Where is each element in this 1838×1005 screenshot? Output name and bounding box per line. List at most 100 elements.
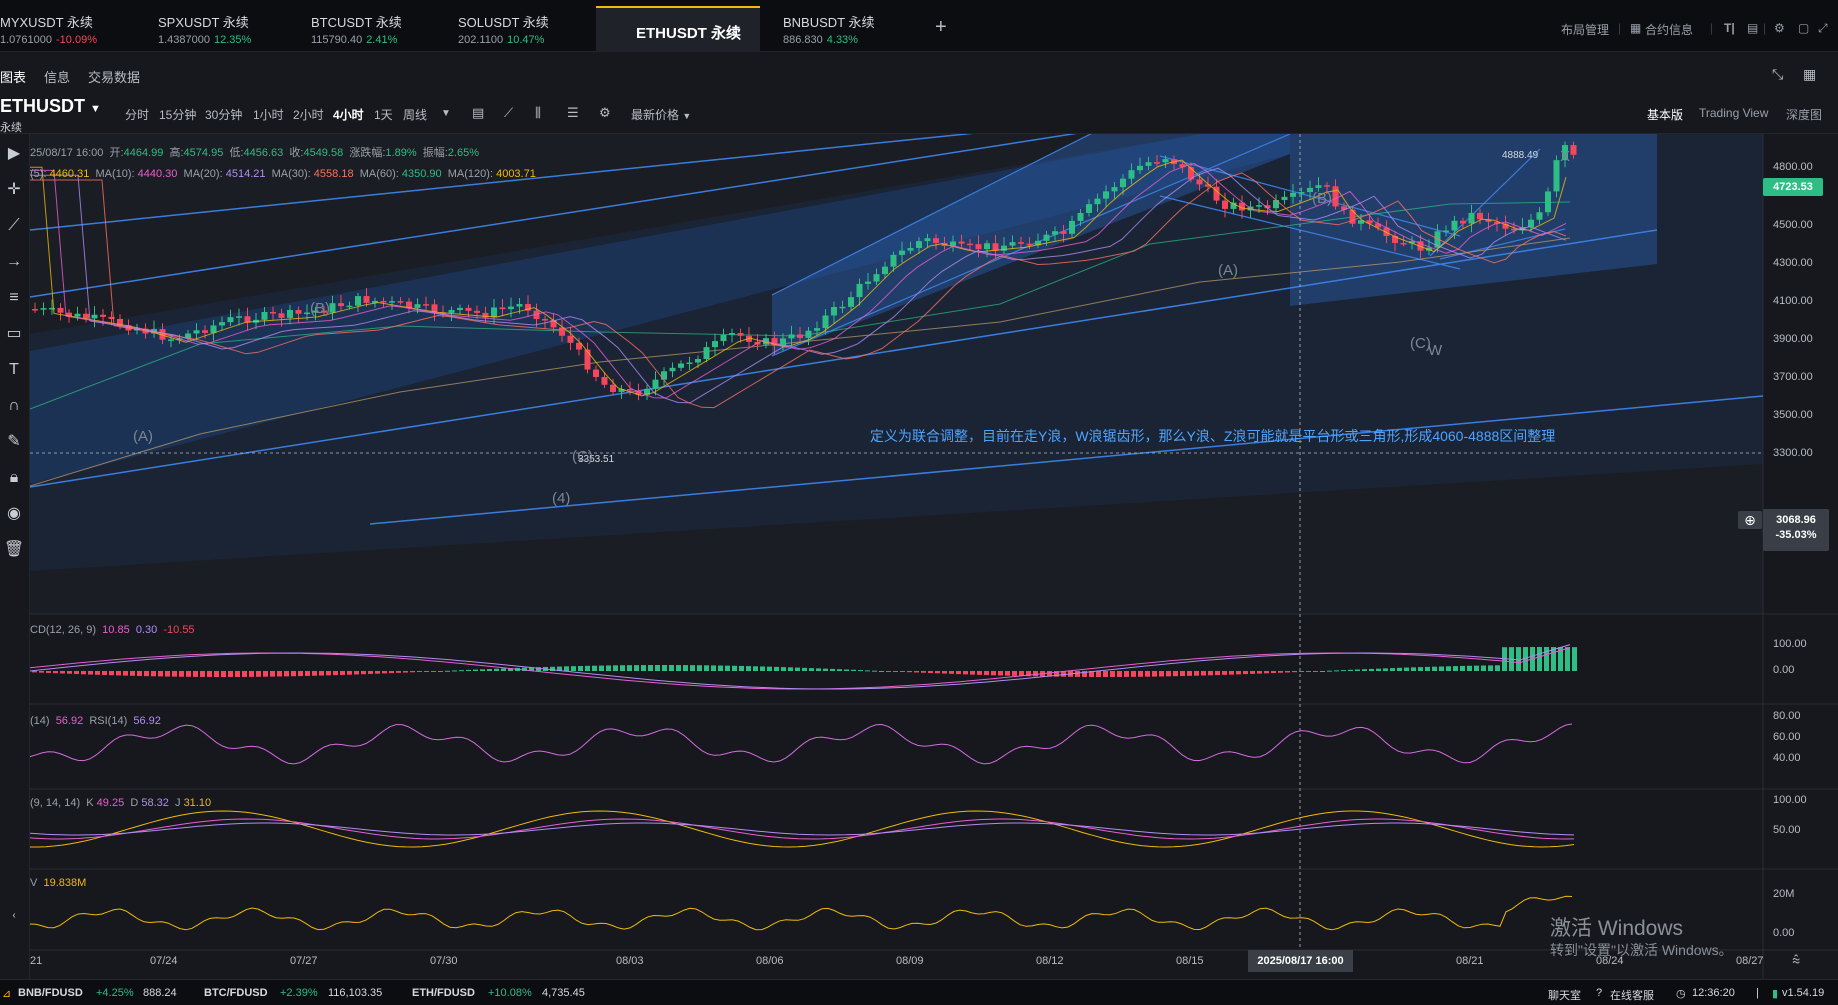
magnet-icon[interactable]: ∩ <box>8 397 20 414</box>
candle-body <box>1035 240 1041 246</box>
interval-1h[interactable]: 1小时 <box>253 108 284 122</box>
macd-line <box>29 644 1571 690</box>
price-type-select[interactable]: 最新价格 ▼ <box>631 106 691 123</box>
interval-week[interactable]: 周线 <box>403 108 428 122</box>
symbol-selector[interactable]: ETHUSDT ▼ <box>0 96 101 117</box>
tab-chart[interactable]: 图表 <box>0 67 27 94</box>
interval-4h[interactable]: 4小时 <box>333 108 364 122</box>
scale-icon[interactable]: ⩯ <box>1792 952 1801 968</box>
indicator-icon[interactable]: ⟋ <box>504 105 514 120</box>
macd-bar <box>466 669 471 671</box>
chart-canvas[interactable] <box>0 134 1838 979</box>
tab-ethusdt[interactable]: ETHUSDT 永续 <box>596 6 760 52</box>
macd-bar <box>746 666 751 671</box>
tab-price: 115790.40 <box>311 34 363 46</box>
ticker-symbol[interactable]: BTC/FDUSD <box>204 987 268 999</box>
gear-icon[interactable]: ⚙ <box>1774 21 1785 35</box>
price-tick: 3900.00 <box>1773 333 1813 345</box>
view-basic[interactable]: 基本版 <box>1647 108 1684 122</box>
macd-bar <box>844 669 849 671</box>
macd-bar <box>655 665 660 671</box>
tab-trade-data[interactable]: 交易数据 <box>88 70 141 85</box>
template-icon[interactable]: ☰ <box>567 105 579 120</box>
ma120-label: MA(120): <box>447 168 494 180</box>
shape-icon[interactable]: ▭ <box>6 325 22 342</box>
time-tick: 08/03 <box>616 955 644 967</box>
candle-body <box>1477 212 1483 220</box>
time-tick: 07/24 <box>150 955 178 967</box>
window-icon[interactable]: ▢ <box>1798 21 1810 35</box>
macd-bar <box>214 671 219 677</box>
macd-bar <box>1355 669 1360 671</box>
kdj-line <box>30 810 1575 848</box>
kdj-d-label: D <box>130 797 139 809</box>
fib-icon[interactable]: ≡ <box>9 289 19 306</box>
add-tab-icon[interactable]: + <box>935 16 947 38</box>
tab-btcusdt[interactable]: BTCUSDT 永续 115790.40 2.41% <box>311 6 451 52</box>
macd-bar <box>1173 671 1178 677</box>
candle-body <box>907 247 914 251</box>
tab-spxusdt[interactable]: SPXUSDT 永续 1.4387000 12.35% <box>158 6 298 52</box>
interval-15m[interactable]: 15分钟 <box>159 108 197 122</box>
ticker-symbol[interactable]: ETH/FDUSD <box>412 987 475 999</box>
eye-icon[interactable]: ◉ <box>7 505 21 522</box>
macd-bar <box>39 671 44 673</box>
interval-30m[interactable]: 30分钟 <box>205 108 243 122</box>
text-icon[interactable]: T <box>9 361 19 378</box>
tab-solusdt[interactable]: SOLUSDT 永续 202.1100 10.47% <box>458 6 588 52</box>
price-type-label: 最新价格 <box>631 108 680 122</box>
chatroom-link[interactable]: 聊天室 <box>1548 990 1581 1002</box>
candle-body <box>1111 187 1118 192</box>
trend-line-icon[interactable]: ⟋ <box>8 217 20 234</box>
crosshair-icon[interactable]: ✛ <box>7 181 21 198</box>
macd-bar <box>1390 668 1395 671</box>
trash-icon[interactable]: 🗑︎ <box>3 541 25 558</box>
ma-info: (5): 4460.31 MA(10): 4440.30 MA(20): 451… <box>30 168 536 180</box>
macd-bar <box>1257 671 1262 674</box>
macd-bar <box>263 671 268 677</box>
interval-time[interactable]: 分时 <box>125 108 150 122</box>
candle-body <box>227 317 234 323</box>
collapse-icon[interactable]: ⤡ <box>1772 66 1784 82</box>
macd-bar <box>487 669 492 671</box>
macd-bar <box>1152 671 1157 677</box>
contract-info-button[interactable]: 合约信息 <box>1645 23 1694 37</box>
view-tradingview[interactable]: Trading View <box>1699 106 1769 120</box>
ohlc-info: 25/08/17 16:00 开:4464.99 高:4574.95 低:445… <box>30 144 479 160</box>
interval-1d[interactable]: 1天 <box>374 108 393 122</box>
tab-myxusdt[interactable]: MYXUSDT 永续 1.0761000 -10.09% <box>0 6 150 52</box>
ticker-symbol[interactable]: BNB/FDUSD <box>18 987 83 999</box>
font-size-icon[interactable]: T| <box>1724 21 1735 35</box>
candle-type-icon[interactable]: ⫼ <box>535 105 541 120</box>
price-tick: 4800.00 <box>1773 161 1813 173</box>
lock-icon[interactable]: 🔒︎ <box>9 469 19 486</box>
macd-bar <box>228 671 233 677</box>
layout-icon[interactable]: ▦ <box>1803 66 1817 82</box>
layout-grid-icon[interactable]: ▤ <box>1747 21 1759 35</box>
rsi-tick: 40.00 <box>1773 752 1801 764</box>
tab-bnbusdt[interactable]: BNBUSDT 永续 886.830 4.33% <box>783 6 913 52</box>
view-depth[interactable]: 深度图 <box>1786 108 1823 122</box>
layout-manage-button[interactable]: 布局管理 <box>1561 23 1610 37</box>
open-value: 4464.99 <box>123 147 164 159</box>
macd-bar <box>1411 667 1416 671</box>
cursor-icon[interactable]: ▶ <box>7 145 21 162</box>
macd-bar <box>410 671 415 673</box>
macd-bar <box>1222 671 1227 675</box>
macd-bar <box>1453 666 1458 671</box>
chevron-down-icon[interactable]: ▼ <box>441 108 451 119</box>
expand-icon[interactable]: ⤢ <box>1818 21 1828 35</box>
add-alert-icon[interactable]: ⊕ <box>1738 511 1762 529</box>
gear-icon[interactable]: ⚙ <box>599 105 611 120</box>
arrow-icon[interactable]: → <box>6 253 22 270</box>
calendar-icon[interactable]: ▤ <box>472 105 485 120</box>
collapse-arrow-icon[interactable]: ‹ <box>12 910 16 921</box>
pen-icon[interactable]: ✎ <box>7 433 21 450</box>
candle-body <box>992 243 999 251</box>
support-link[interactable]: 在线客服 <box>1610 990 1654 1002</box>
interval-2h[interactable]: 2小时 <box>293 108 324 122</box>
candle-body <box>1528 219 1534 228</box>
tab-info[interactable]: 信息 <box>44 70 71 85</box>
macd-bar <box>683 665 688 671</box>
chart-area[interactable]: 25/08/17 16:00 开:4464.99 高:4574.95 低:445… <box>0 134 1838 979</box>
